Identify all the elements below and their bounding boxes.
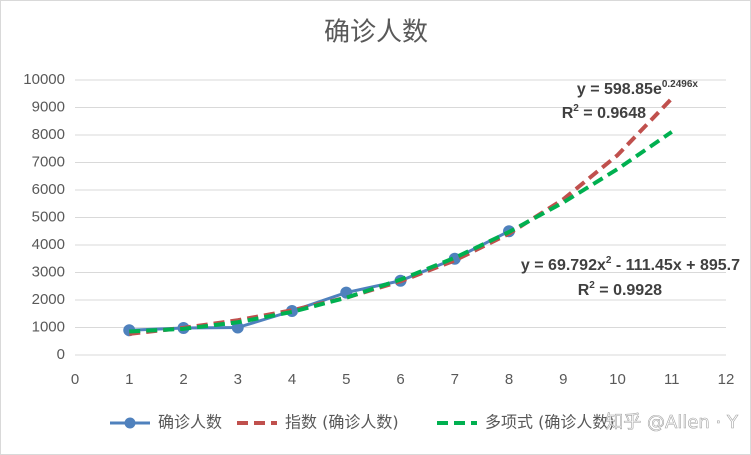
x-tick-label: 2	[179, 371, 187, 388]
y-tick-label: 9000	[32, 98, 65, 115]
x-tick-label: 3	[234, 371, 242, 388]
chart-title: 确诊人数	[324, 18, 428, 48]
superscript: 2	[606, 255, 612, 266]
legend-label: 指数 (确诊人数)	[285, 413, 399, 432]
superscript: 0.2496x	[662, 79, 699, 90]
equation-part: = 0.9928	[595, 282, 662, 299]
legend-marker	[124, 417, 136, 429]
series-line	[129, 130, 673, 334]
x-tick-label: 0	[71, 371, 79, 388]
watermark: 知乎 @Allen · Y	[605, 412, 739, 433]
y-tick-label: 5000	[32, 208, 65, 225]
y-tick-label: 8000	[32, 126, 65, 143]
x-tick-label: 9	[559, 371, 567, 388]
x-tick-label: 12	[718, 371, 735, 388]
trendline-equation: R2 = 0.9648	[562, 103, 646, 122]
y-tick-label: 3000	[32, 263, 65, 280]
trendline-equation: R2 = 0.9928	[578, 280, 662, 299]
y-tick-label: 1000	[32, 318, 65, 335]
x-tick-label: 1	[125, 371, 133, 388]
x-tick-label: 6	[396, 371, 404, 388]
y-tick-label: 0	[57, 346, 65, 363]
x-tick-label: 10	[609, 371, 626, 388]
x-tick-label: 5	[342, 371, 350, 388]
legend-label: 多项式 (确诊人数)	[485, 413, 615, 432]
y-tick-label: 7000	[32, 153, 65, 170]
x-tick-label: 4	[288, 371, 296, 388]
equation-part: y = 598.85e	[577, 81, 662, 98]
superscript: 2	[573, 103, 579, 114]
equation-part: y = 69.792x	[521, 257, 606, 274]
x-tick-label: 11	[664, 371, 680, 388]
superscript: 2	[589, 280, 595, 291]
y-tick-label: 6000	[32, 181, 65, 198]
y-tick-label: 4000	[32, 236, 65, 253]
trendline-equation: y = 69.792x2 - 111.45x + 895.7	[521, 255, 740, 274]
y-tick-label: 10000	[23, 71, 65, 88]
x-tick-label: 7	[451, 371, 459, 388]
equation-part: R	[578, 282, 590, 299]
equation-part: - 111.45x + 895.7	[611, 257, 740, 274]
equation-part: = 0.9648	[579, 105, 646, 122]
y-tick-label: 2000	[32, 291, 65, 308]
trendline-equation: y = 598.85e0.2496x	[577, 79, 699, 98]
legend-label: 确诊人数	[158, 413, 222, 432]
x-tick-label: 8	[505, 371, 513, 388]
equation-part: R	[562, 105, 574, 122]
